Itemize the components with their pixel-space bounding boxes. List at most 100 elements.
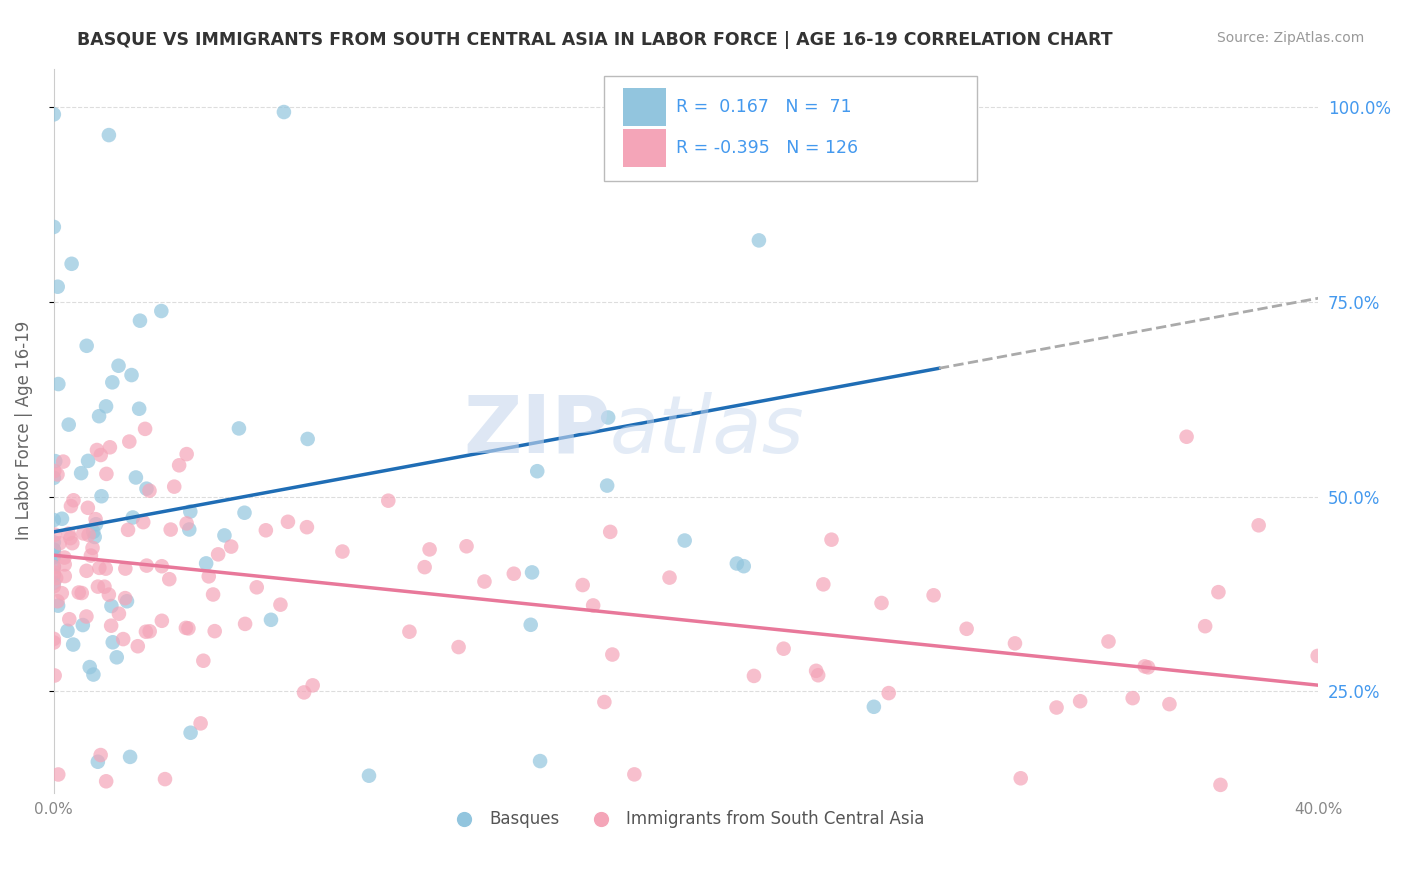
- Text: Source: ZipAtlas.com: Source: ZipAtlas.com: [1216, 31, 1364, 45]
- Point: [1069, 694, 1091, 708]
- Point: [58, 526, 80, 541]
- Point: [623, 767, 645, 781]
- Point: [180, 725, 202, 739]
- Point: [228, 421, 250, 435]
- Point: [72, 618, 94, 632]
- Point: [1247, 518, 1270, 533]
- Point: [100, 599, 122, 613]
- Point: [150, 304, 173, 318]
- Point: [1208, 585, 1230, 599]
- Point: [46, 279, 69, 293]
- Point: [59, 531, 82, 545]
- Point: [120, 750, 142, 764]
- Point: [96, 774, 118, 789]
- Point: [159, 523, 181, 537]
- Point: [121, 510, 143, 524]
- Point: [118, 434, 141, 449]
- Point: [277, 515, 299, 529]
- FancyBboxPatch shape: [623, 129, 666, 167]
- Point: [167, 458, 190, 473]
- Point: [42, 219, 65, 234]
- Point: [90, 747, 112, 762]
- Point: [813, 577, 835, 591]
- Point: [82, 524, 104, 539]
- Point: [125, 470, 148, 484]
- Point: [42, 107, 65, 121]
- Point: [51, 586, 73, 600]
- Point: [42, 560, 65, 574]
- Point: [59, 499, 82, 513]
- Point: [42, 542, 65, 557]
- Point: [87, 755, 110, 769]
- Point: [77, 528, 100, 542]
- Point: [107, 359, 129, 373]
- Point: [114, 561, 136, 575]
- Point: [101, 376, 124, 390]
- Point: [599, 524, 621, 539]
- Point: [42, 568, 65, 582]
- Point: [658, 571, 681, 585]
- Point: [70, 466, 93, 480]
- Point: [46, 467, 69, 482]
- Point: [83, 530, 105, 544]
- Point: [193, 654, 215, 668]
- Point: [58, 612, 80, 626]
- Point: [260, 613, 283, 627]
- Point: [42, 635, 65, 649]
- Point: [179, 523, 201, 537]
- Point: [1175, 430, 1198, 444]
- Point: [53, 569, 76, 583]
- Point: [46, 599, 69, 613]
- Point: [89, 561, 111, 575]
- Point: [214, 528, 236, 542]
- Point: [593, 695, 616, 709]
- FancyBboxPatch shape: [623, 88, 666, 126]
- Point: [127, 639, 149, 653]
- Point: [135, 624, 157, 639]
- Point: [42, 548, 65, 562]
- Point: [44, 668, 66, 682]
- Point: [108, 607, 131, 621]
- Point: [1045, 700, 1067, 714]
- Point: [82, 541, 104, 555]
- Point: [58, 417, 80, 432]
- Point: [60, 257, 83, 271]
- Point: [79, 660, 101, 674]
- Point: [42, 542, 65, 557]
- Point: [269, 598, 291, 612]
- Point: [292, 685, 315, 699]
- Point: [332, 544, 354, 558]
- Point: [273, 105, 295, 120]
- Point: [1133, 659, 1156, 673]
- Point: [44, 464, 66, 478]
- Point: [115, 594, 138, 608]
- Point: [45, 571, 67, 585]
- Y-axis label: In Labor Force | Age 16-19: In Labor Force | Age 16-19: [15, 321, 32, 541]
- Point: [129, 314, 152, 328]
- Point: [157, 572, 180, 586]
- Point: [46, 767, 69, 781]
- Point: [44, 527, 66, 541]
- Point: [67, 585, 90, 599]
- Point: [90, 448, 112, 462]
- Point: [377, 493, 399, 508]
- Point: [84, 517, 107, 532]
- Point: [725, 557, 748, 571]
- Point: [138, 624, 160, 639]
- Point: [53, 550, 76, 565]
- Point: [70, 586, 93, 600]
- Point: [571, 578, 593, 592]
- Point: [98, 440, 121, 454]
- Point: [233, 506, 256, 520]
- Legend: Basques, Immigrants from South Central Asia: Basques, Immigrants from South Central A…: [441, 804, 931, 835]
- Point: [295, 520, 318, 534]
- Point: [42, 535, 65, 549]
- Point: [748, 233, 770, 247]
- Point: [772, 641, 794, 656]
- Point: [60, 536, 83, 550]
- Point: [42, 559, 65, 574]
- Text: BASQUE VS IMMIGRANTS FROM SOUTH CENTRAL ASIA IN LABOR FORCE | AGE 16-19 CORRELAT: BASQUE VS IMMIGRANTS FROM SOUTH CENTRAL …: [77, 31, 1114, 49]
- Point: [1122, 691, 1144, 706]
- Point: [42, 579, 65, 593]
- Point: [398, 624, 420, 639]
